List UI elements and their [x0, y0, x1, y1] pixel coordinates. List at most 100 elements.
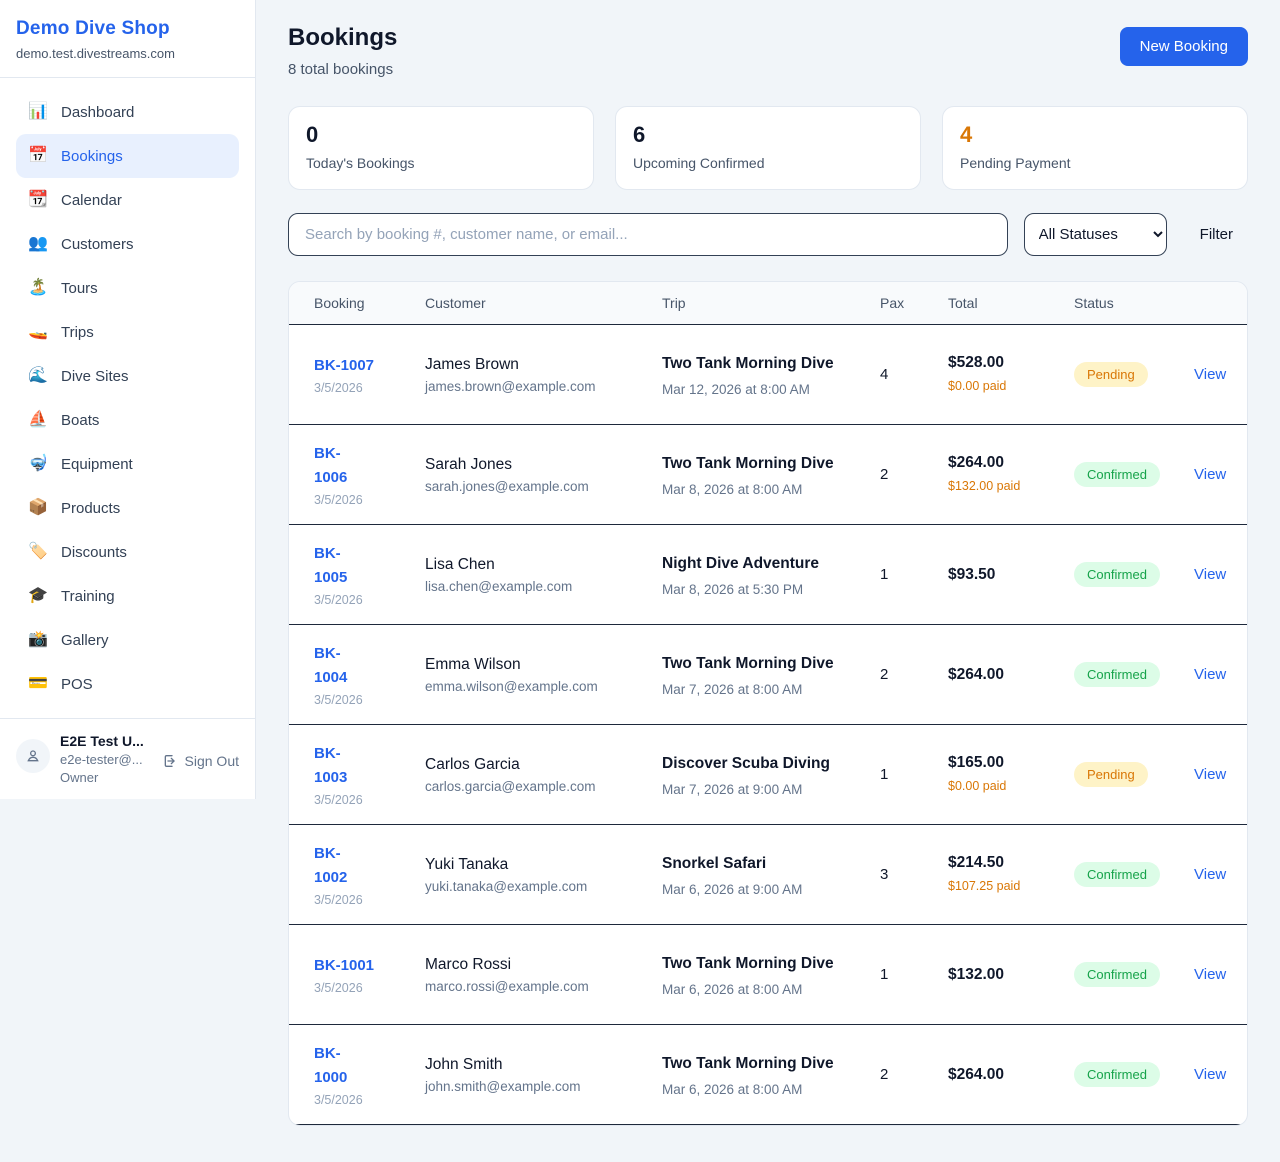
sidebar-item[interactable]: 💳 POS — [16, 662, 239, 706]
sidebar-item-label: Customers — [61, 235, 134, 253]
actions-cell: View — [1194, 866, 1227, 884]
booking-id-link[interactable]: BK- 1005 — [314, 545, 348, 586]
column-header-total: Total — [948, 295, 978, 311]
trip-datetime: Mar 7, 2026 at 9:00 AM — [662, 781, 803, 797]
sign-out-button[interactable]: Sign Out — [162, 753, 239, 769]
calendar-icon: 📅 — [28, 147, 48, 164]
view-link[interactable]: View — [1194, 465, 1227, 483]
sidebar-item[interactable]: 📊 Dashboard — [16, 90, 239, 134]
search-input[interactable] — [288, 213, 1008, 256]
table-row: BK- 1004 3/5/2026 Emma Wilson emma.wilso… — [289, 625, 1247, 725]
status-filter-select[interactable]: All Statuses — [1023, 213, 1167, 256]
booking-cell: BK- 1004 3/5/2026 — [314, 642, 425, 707]
status-badge: Confirmed — [1074, 562, 1160, 587]
diving-mask-icon: 🤿 — [28, 455, 48, 472]
column-header-customer: Customer — [425, 295, 486, 311]
booking-date: 3/5/2026 — [314, 1093, 363, 1107]
sidebar-item[interactable]: 🚤 Trips — [16, 310, 239, 354]
customer-cell: Lisa Chen lisa.chen@example.com — [425, 556, 662, 594]
pax-cell: 1 — [880, 566, 889, 583]
sidebar-item[interactable]: 🌊 Dive Sites — [16, 354, 239, 398]
actions-cell: View — [1194, 566, 1227, 584]
brand-block: Demo Dive Shop demo.test.divestreams.com — [0, 0, 255, 78]
sidebar-item-label: Products — [61, 499, 121, 517]
booking-id-link[interactable]: BK-1001 — [314, 957, 375, 974]
sidebar-item-label: Discounts — [61, 543, 127, 561]
view-link[interactable]: View — [1194, 965, 1227, 983]
customer-email: yuki.tanaka@example.com — [425, 878, 588, 894]
status-badge: Confirmed — [1074, 662, 1160, 687]
sign-out-icon — [164, 755, 175, 767]
sailboat-icon: ⛵ — [28, 411, 48, 428]
view-link[interactable]: View — [1194, 565, 1227, 583]
paid-amount: $0.00 paid — [948, 778, 1007, 793]
new-booking-button[interactable]: New Booking — [1119, 27, 1248, 66]
page-title: Bookings — [288, 24, 398, 51]
trip-name: Night Dive Adventure — [662, 555, 820, 573]
brand-name: Demo Dive Shop — [16, 18, 170, 39]
status-cell: Confirmed — [1074, 1062, 1194, 1087]
status-cell: Confirmed — [1074, 462, 1194, 487]
trip-cell: Discover Scuba Diving Mar 7, 2026 at 9:0… — [662, 752, 880, 796]
people-icon: 👥 — [28, 235, 48, 252]
actions-cell: View — [1194, 366, 1227, 384]
sidebar-item[interactable]: ⛵ Boats — [16, 398, 239, 442]
view-link[interactable]: View — [1194, 665, 1227, 683]
booking-id-link[interactable]: BK-1007 — [314, 357, 375, 374]
booking-date: 3/5/2026 — [314, 493, 363, 507]
status-cell: Pending — [1074, 362, 1194, 387]
stat-card: 6 Upcoming Confirmed — [615, 106, 921, 190]
customer-name: Lisa Chen — [425, 555, 495, 573]
user-email: e2e-tester@... — [60, 752, 143, 767]
booking-id-link[interactable]: BK- 1006 — [314, 445, 348, 486]
view-link[interactable]: View — [1194, 1065, 1227, 1083]
bar-chart-icon: 📊 — [28, 103, 48, 120]
status-cell: Confirmed — [1074, 862, 1194, 887]
customer-cell: Sarah Jones sarah.jones@example.com — [425, 456, 662, 494]
stat-label: Pending Payment — [960, 155, 1071, 171]
status-cell: Confirmed — [1074, 962, 1194, 987]
customer-email: marco.rossi@example.com — [425, 978, 589, 994]
booking-cell: BK- 1006 3/5/2026 — [314, 442, 425, 507]
pax-cell: 2 — [880, 1066, 889, 1083]
user-role: Owner — [60, 770, 99, 785]
customer-name: John Smith — [425, 1055, 503, 1073]
status-badge: Confirmed — [1074, 462, 1160, 487]
total-amount: $264.00 — [948, 453, 1005, 471]
sidebar-item[interactable]: 👥 Customers — [16, 222, 239, 266]
filter-button[interactable]: Filter — [1199, 226, 1233, 243]
sidebar-item-label: Gallery — [61, 631, 109, 649]
trip-cell: Two Tank Morning Dive Mar 8, 2026 at 8:0… — [662, 452, 880, 496]
sidebar-item[interactable]: 📅 Bookings — [16, 134, 239, 178]
sidebar-item[interactable]: 📦 Products — [16, 486, 239, 530]
view-link[interactable]: View — [1194, 365, 1227, 383]
customer-name: James Brown — [425, 355, 519, 373]
booking-id-link[interactable]: BK- 1004 — [314, 645, 348, 686]
table-row: BK-1007 3/5/2026 James Brown james.brown… — [289, 325, 1247, 425]
view-link[interactable]: View — [1194, 865, 1227, 883]
sidebar-item[interactable]: 🎓 Training — [16, 574, 239, 618]
view-link[interactable]: View — [1194, 765, 1227, 783]
table-row: BK- 1006 3/5/2026 Sarah Jones sarah.jone… — [289, 425, 1247, 525]
total-amount: $132.00 — [948, 965, 1005, 983]
total-amount: $264.00 — [948, 665, 1005, 683]
pax-cell: 3 — [880, 866, 889, 883]
booking-id-link[interactable]: BK- 1003 — [314, 745, 348, 786]
customer-email: james.brown@example.com — [425, 378, 596, 394]
actions-cell: View — [1194, 766, 1227, 784]
booking-id-link[interactable]: BK- 1000 — [314, 1045, 348, 1086]
column-header-pax: Pax — [880, 295, 905, 311]
table-row: BK- 1005 3/5/2026 Lisa Chen lisa.chen@ex… — [289, 525, 1247, 625]
sidebar-item[interactable]: 🏷️ Discounts — [16, 530, 239, 574]
sidebar-item[interactable]: 📆 Calendar — [16, 178, 239, 222]
speedboat-icon: 🚤 — [28, 323, 48, 340]
sidebar-item[interactable]: 🤿 Equipment — [16, 442, 239, 486]
booking-date: 3/5/2026 — [314, 381, 363, 395]
table-row: BK-1001 3/5/2026 Marco Rossi marco.rossi… — [289, 925, 1247, 1025]
booking-id-link[interactable]: BK- 1002 — [314, 845, 348, 886]
pax-cell: 4 — [880, 366, 889, 383]
sidebar-item[interactable]: 📸 Gallery — [16, 618, 239, 662]
sidebar-item[interactable]: 🏝️ Tours — [16, 266, 239, 310]
user-name: E2E Test U... — [60, 733, 144, 749]
